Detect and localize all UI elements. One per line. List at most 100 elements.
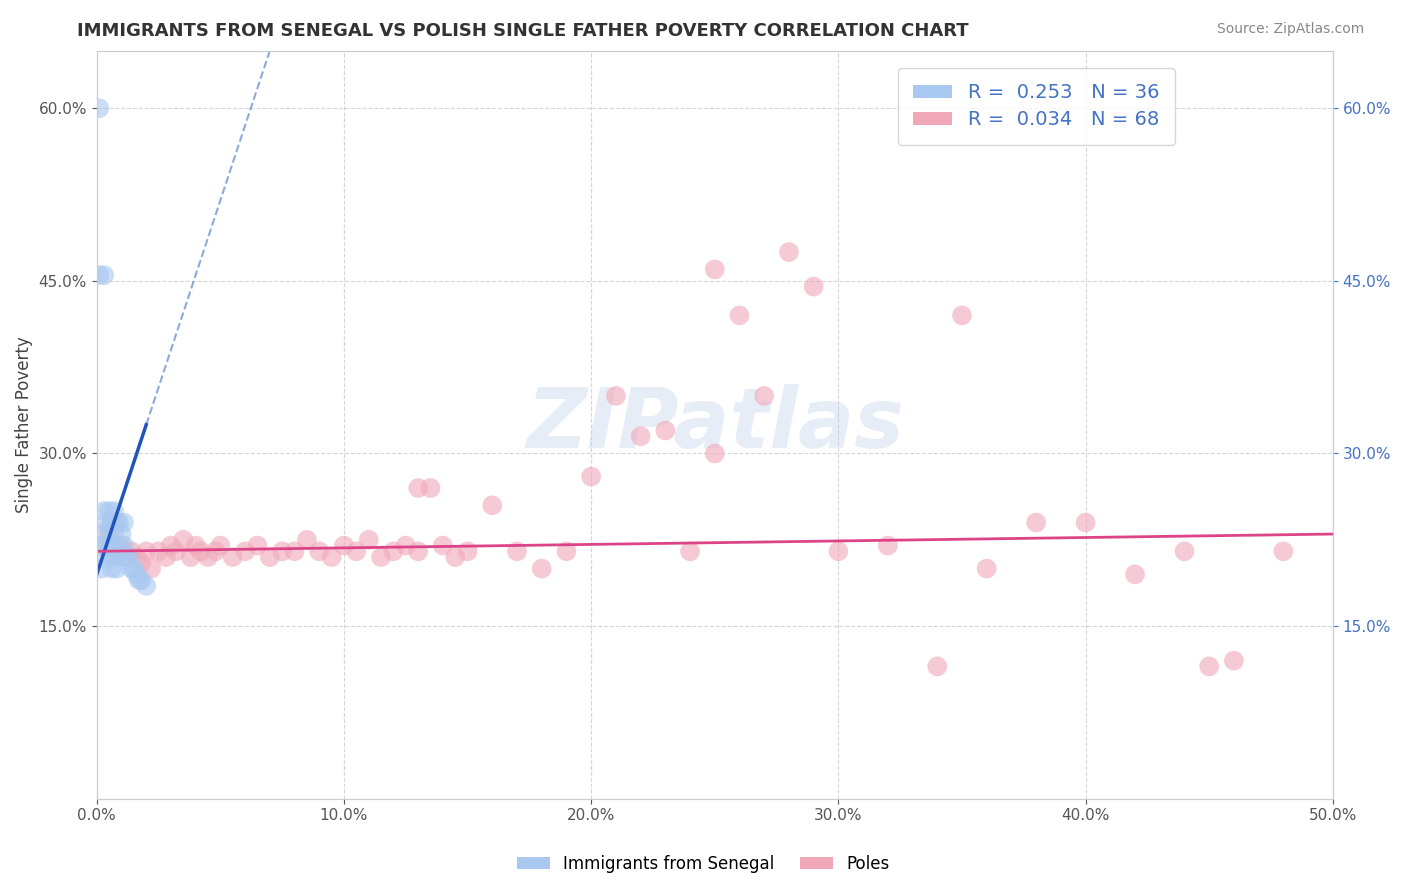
Point bbox=[165, 544, 187, 558]
Point bbox=[110, 527, 132, 541]
Point bbox=[89, 268, 111, 282]
Point bbox=[98, 504, 121, 518]
Point bbox=[108, 516, 131, 530]
Point bbox=[172, 533, 194, 547]
Point bbox=[125, 567, 148, 582]
Point bbox=[112, 516, 135, 530]
Point bbox=[1123, 567, 1146, 582]
Point bbox=[135, 544, 157, 558]
Point bbox=[1025, 516, 1047, 530]
Point bbox=[555, 544, 578, 558]
Point bbox=[406, 544, 429, 558]
Point bbox=[419, 481, 441, 495]
Point bbox=[105, 539, 128, 553]
Point bbox=[98, 544, 121, 558]
Point bbox=[444, 550, 467, 565]
Point bbox=[90, 561, 112, 575]
Point bbox=[184, 539, 207, 553]
Point bbox=[382, 544, 405, 558]
Point bbox=[103, 504, 125, 518]
Point bbox=[506, 544, 529, 558]
Point bbox=[129, 556, 152, 570]
Point bbox=[105, 561, 128, 575]
Legend: Immigrants from Senegal, Poles: Immigrants from Senegal, Poles bbox=[510, 848, 896, 880]
Point bbox=[778, 245, 800, 260]
Point bbox=[120, 544, 142, 558]
Point bbox=[105, 544, 128, 558]
Point bbox=[93, 527, 115, 541]
Point bbox=[120, 561, 142, 575]
Point bbox=[481, 498, 503, 512]
Point bbox=[370, 550, 392, 565]
Point bbox=[703, 262, 725, 277]
Point bbox=[209, 539, 232, 553]
Point bbox=[155, 550, 177, 565]
Point bbox=[93, 504, 115, 518]
Point bbox=[125, 550, 148, 565]
Point bbox=[395, 539, 418, 553]
Point bbox=[115, 550, 138, 565]
Point bbox=[160, 539, 183, 553]
Point bbox=[679, 544, 702, 558]
Point bbox=[246, 539, 269, 553]
Point bbox=[96, 550, 118, 565]
Point bbox=[976, 561, 998, 575]
Point bbox=[98, 527, 121, 541]
Point bbox=[90, 539, 112, 553]
Point bbox=[406, 481, 429, 495]
Point bbox=[827, 544, 849, 558]
Point bbox=[129, 573, 152, 587]
Point bbox=[103, 527, 125, 541]
Point bbox=[754, 389, 776, 403]
Point bbox=[148, 544, 170, 558]
Point bbox=[457, 544, 479, 558]
Point bbox=[204, 544, 226, 558]
Point bbox=[115, 550, 138, 565]
Text: ZIPatlas: ZIPatlas bbox=[526, 384, 904, 466]
Point bbox=[654, 424, 676, 438]
Point bbox=[605, 389, 627, 403]
Point bbox=[357, 533, 380, 547]
Legend: R =  0.253   N = 36, R =  0.034   N = 68: R = 0.253 N = 36, R = 0.034 N = 68 bbox=[897, 68, 1175, 145]
Point bbox=[876, 539, 898, 553]
Point bbox=[950, 309, 973, 323]
Point bbox=[1074, 516, 1097, 530]
Point bbox=[100, 561, 122, 575]
Point bbox=[100, 539, 122, 553]
Point bbox=[89, 101, 111, 115]
Point bbox=[321, 550, 343, 565]
Point bbox=[135, 579, 157, 593]
Point bbox=[110, 550, 132, 565]
Point bbox=[100, 516, 122, 530]
Point bbox=[98, 521, 121, 535]
Point bbox=[103, 550, 125, 565]
Point bbox=[197, 550, 219, 565]
Point bbox=[295, 533, 318, 547]
Point bbox=[308, 544, 330, 558]
Point bbox=[141, 561, 163, 575]
Point bbox=[233, 544, 256, 558]
Y-axis label: Single Father Poverty: Single Father Poverty bbox=[15, 336, 32, 513]
Point bbox=[222, 550, 245, 565]
Point bbox=[110, 539, 132, 553]
Text: IMMIGRANTS FROM SENEGAL VS POLISH SINGLE FATHER POVERTY CORRELATION CHART: IMMIGRANTS FROM SENEGAL VS POLISH SINGLE… bbox=[77, 22, 969, 40]
Point bbox=[803, 279, 825, 293]
Point bbox=[122, 561, 145, 575]
Point bbox=[530, 561, 553, 575]
Point bbox=[283, 544, 305, 558]
Point bbox=[579, 469, 602, 483]
Point bbox=[93, 268, 115, 282]
Point bbox=[259, 550, 281, 565]
Point bbox=[105, 516, 128, 530]
Point bbox=[927, 659, 949, 673]
Point bbox=[344, 544, 367, 558]
Text: Source: ZipAtlas.com: Source: ZipAtlas.com bbox=[1216, 22, 1364, 37]
Point bbox=[118, 550, 141, 565]
Point bbox=[1198, 659, 1220, 673]
Point bbox=[108, 544, 131, 558]
Point bbox=[96, 539, 118, 553]
Point bbox=[112, 539, 135, 553]
Point bbox=[96, 516, 118, 530]
Point bbox=[1173, 544, 1195, 558]
Point bbox=[190, 544, 212, 558]
